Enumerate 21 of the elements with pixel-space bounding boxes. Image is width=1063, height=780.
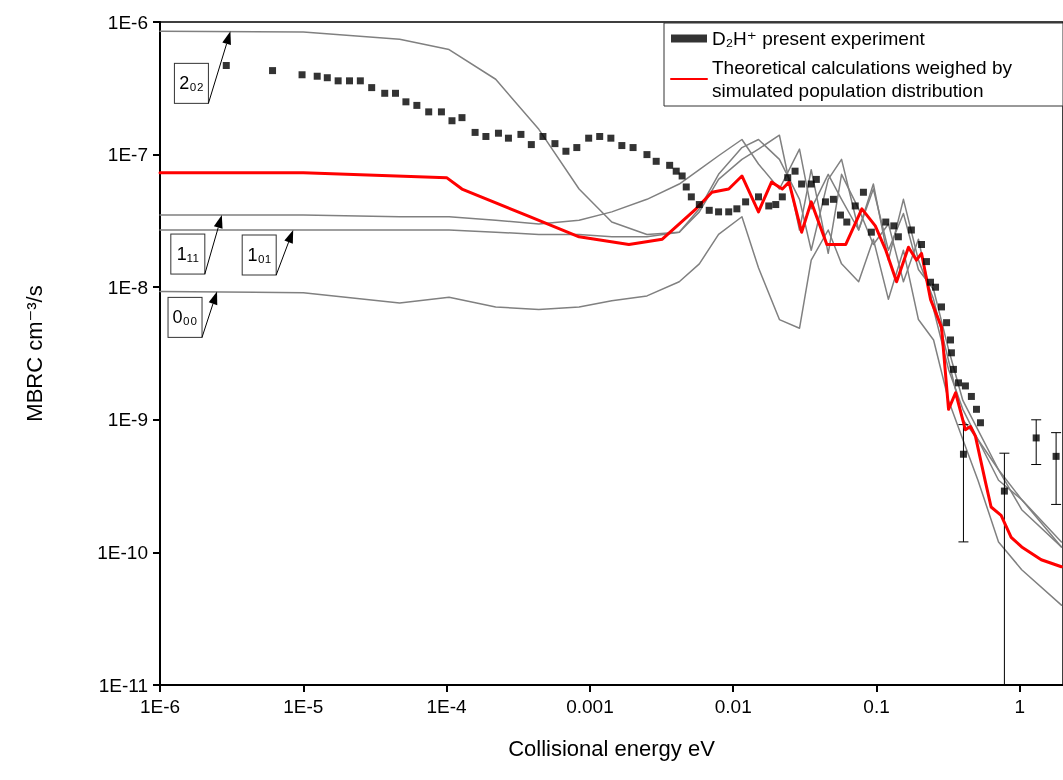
y-tick-label: 1E-6 bbox=[107, 11, 148, 33]
annotation: 1₀₁ bbox=[247, 245, 271, 265]
annotation: 1₁₁ bbox=[176, 244, 199, 265]
x-tick-label: 0.001 bbox=[566, 696, 614, 717]
y-tick-label: 1E-10 bbox=[97, 541, 148, 563]
y-axis-title: MBRC cm⁻³/s bbox=[21, 285, 47, 422]
annotation: 2₀₂ bbox=[179, 73, 204, 94]
x-tick-label: 1E-6 bbox=[139, 696, 181, 717]
y-tick-label: 1E-9 bbox=[107, 409, 148, 431]
annotation: 0₀₀ bbox=[172, 307, 198, 328]
x-axis-title: Collisional energy eV bbox=[508, 735, 716, 761]
y-tick-label: 1E-8 bbox=[107, 276, 148, 298]
y-tick-label: 1E-11 bbox=[98, 674, 148, 696]
legend-label: Theoretical calculations weighed by simulated population distribution bbox=[712, 57, 1018, 101]
legend-label: D₂H⁺ present experiment bbox=[712, 28, 926, 49]
x-tick-label: 1E-4 bbox=[426, 696, 468, 717]
x-tick-label: 1E-5 bbox=[283, 696, 324, 717]
x-tick-label: 0.1 bbox=[863, 696, 890, 717]
x-tick-label: 0.01 bbox=[714, 696, 752, 717]
x-tick-label: 1 bbox=[1014, 696, 1026, 717]
y-tick-label: 1E-7 bbox=[107, 144, 148, 166]
